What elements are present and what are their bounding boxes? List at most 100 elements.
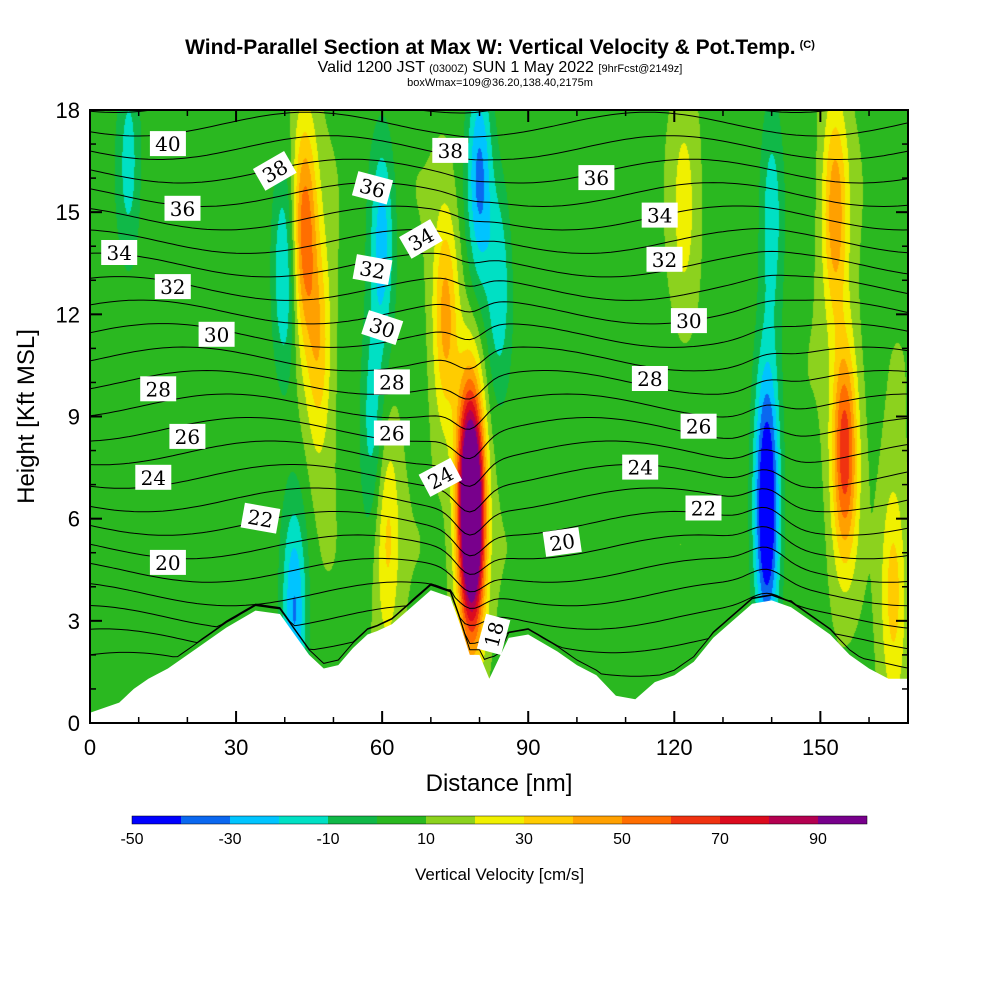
theta-label-bg	[352, 254, 393, 286]
y-tick-label: 3	[68, 609, 80, 634]
colorbar-swatch	[671, 816, 720, 824]
theta-label-5: 36	[164, 195, 201, 221]
theta-label-text: 30	[204, 323, 229, 347]
x-tick-label: 60	[370, 735, 394, 760]
theta-label-bg	[622, 454, 659, 480]
box-info: boxWmax=109@36.20,138.40,2175m	[407, 77, 593, 89]
colorbar-swatch	[377, 816, 426, 824]
theta-label-text: 38	[438, 139, 463, 163]
theta-label-bg	[169, 423, 206, 449]
theta-label-text: 20	[155, 551, 180, 575]
theta-label-bg	[578, 165, 615, 191]
colorbar-swatch	[524, 816, 573, 824]
theta-label-text: 30	[676, 309, 701, 333]
theta-label-20: 26	[680, 413, 717, 439]
colorbar-swatch	[279, 816, 328, 824]
colorbar-swatch	[622, 816, 671, 824]
theta-label-bg	[101, 240, 138, 265]
theta-label-16: 28	[373, 369, 410, 395]
colorbar: -50 -30 -10 10 30 50 70 90 Vertical Velocity [cm…	[120, 815, 868, 884]
theta-label-bg	[149, 549, 186, 575]
colorbar-swatch	[573, 816, 622, 824]
theta-isoline-37	[90, 205, 908, 231]
theta-isoline-23	[90, 526, 908, 575]
colorbar-swatch	[181, 816, 230, 824]
theta-isoline-33	[90, 299, 908, 325]
theta-label-text: 34	[106, 241, 131, 265]
theta-label-text: 28	[145, 377, 170, 401]
terrain-mask	[90, 590, 908, 723]
theta-label-bg	[154, 274, 191, 300]
theta-label-text: 34	[647, 204, 672, 228]
forecast-tag: [9hrFcst@2149z]	[598, 63, 683, 75]
colorbar-frame	[131, 815, 868, 825]
theta-label-bg	[373, 420, 410, 446]
theta-isoline-38	[90, 182, 908, 208]
colorbar-tick-label: -50	[120, 831, 143, 848]
theta-label-text: 32	[160, 275, 185, 299]
colorbar-label: Vertical Velocity [cm/s]	[415, 865, 584, 884]
colorbar-swatch	[132, 816, 181, 824]
theta-label-bg	[399, 219, 443, 259]
colorbar-swatch	[769, 816, 818, 824]
colorbar-swatch	[475, 816, 524, 824]
theta-isoline-36	[90, 227, 908, 254]
theta-label-bg	[680, 413, 717, 439]
theta-label-25: 22	[685, 495, 722, 521]
valid-prefix: Valid 1200 JST	[317, 59, 425, 76]
theta-label-12: 30	[198, 321, 235, 347]
theta-isoline-30	[90, 369, 908, 400]
theta-label-bg	[140, 376, 177, 402]
theta-label-27: 20	[542, 527, 582, 557]
theta-isoline-22	[90, 546, 908, 593]
theta-label-21: 24	[135, 464, 172, 490]
theta-label-text: 28	[637, 367, 662, 391]
theta-label-text: 28	[379, 370, 404, 394]
theta-label-bg	[361, 310, 404, 345]
theta-label-bg	[641, 202, 678, 228]
theta-label-bg	[432, 137, 469, 163]
colorbar-tick-label: 10	[417, 831, 435, 848]
theta-label-text: 22	[246, 505, 275, 533]
theta-isoline-26	[90, 464, 908, 513]
theta-label-bg	[542, 527, 582, 557]
colorbar-swatch	[818, 816, 867, 824]
colorbar-swatch	[230, 816, 279, 824]
theta-label-bg	[646, 246, 683, 272]
colorbar-swatch	[426, 816, 475, 824]
theta-isoline-41	[90, 111, 908, 138]
theta-label-text: 24	[627, 456, 652, 480]
colorbar-tick-label: 50	[613, 831, 631, 848]
theta-label-bg	[198, 321, 235, 347]
theta-label-bg	[670, 308, 707, 334]
theta-label-17: 28	[631, 366, 668, 391]
theta-label-bg	[164, 195, 201, 221]
theta-label-text: 26	[175, 425, 200, 449]
theta-isoline-29	[90, 393, 908, 430]
theta-label-bg	[240, 502, 281, 534]
x-tick-label: 30	[224, 735, 248, 760]
valid-date: SUN 1 May 2022	[472, 59, 594, 76]
theta-label-4: 36	[578, 165, 615, 191]
theta-label-10: 32	[352, 254, 393, 286]
theta-label-text: 32	[652, 248, 677, 272]
theta-label-15: 28	[140, 376, 177, 402]
theta-label-text: 22	[691, 497, 716, 521]
theta-isoline-24	[90, 506, 908, 557]
x-tick-label: 90	[516, 735, 540, 760]
theta-label-0: 40	[149, 131, 186, 157]
theta-label-bg	[373, 369, 410, 395]
theta-label-bg	[149, 131, 186, 157]
colorbar-tick-label: -10	[316, 831, 339, 848]
theta-label-14: 30	[670, 308, 707, 334]
x-tick-label: 120	[656, 735, 693, 760]
theta-label-bg	[135, 464, 172, 490]
theta-label-text: 32	[358, 256, 387, 284]
colorbar-swatch	[328, 816, 377, 824]
x-axis-label: Distance [nm]	[426, 770, 573, 797]
theta-label-bg	[476, 613, 511, 655]
theta-label-26: 20	[149, 549, 186, 575]
